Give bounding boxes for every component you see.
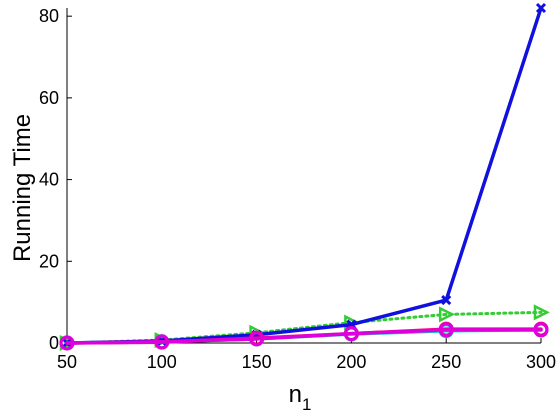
series-line bbox=[65, 328, 543, 345]
y-tick-label: 40 bbox=[39, 170, 59, 190]
y-tick-label: 80 bbox=[39, 6, 59, 26]
x-axis-title: n1 bbox=[289, 381, 312, 414]
x-tick-label: 250 bbox=[431, 352, 461, 372]
data-point bbox=[438, 322, 454, 338]
data-point bbox=[438, 306, 455, 323]
y-tick-label: 20 bbox=[39, 251, 59, 271]
data-point bbox=[533, 322, 549, 338]
series-4 bbox=[59, 322, 549, 351]
x-axis-title-base: n bbox=[289, 381, 302, 408]
x-axis-title-sub: 1 bbox=[302, 395, 311, 414]
series-2 bbox=[61, 2, 547, 349]
x-tick-label: 100 bbox=[147, 352, 177, 372]
y-tick-label: 0 bbox=[49, 333, 59, 353]
axes bbox=[66, 8, 542, 344]
series-layer bbox=[59, 2, 550, 352]
x-tick-label: 50 bbox=[57, 352, 77, 372]
data-point bbox=[441, 295, 452, 306]
data-point bbox=[533, 304, 550, 321]
y-tick-label: 60 bbox=[39, 88, 59, 108]
data-point bbox=[535, 2, 547, 14]
x-tick-label: 200 bbox=[336, 352, 366, 372]
data-point bbox=[249, 331, 265, 347]
x-tick-label: 150 bbox=[242, 352, 272, 372]
tick-labels: 50 100 150 200 250 300 0 20 40 60 80 bbox=[39, 6, 556, 372]
data-point bbox=[154, 334, 170, 350]
data-point bbox=[343, 326, 359, 342]
y-axis-title: Running Time bbox=[9, 114, 36, 262]
series-line bbox=[65, 6, 543, 345]
x-tick-label: 300 bbox=[526, 352, 556, 372]
data-point bbox=[59, 335, 75, 351]
